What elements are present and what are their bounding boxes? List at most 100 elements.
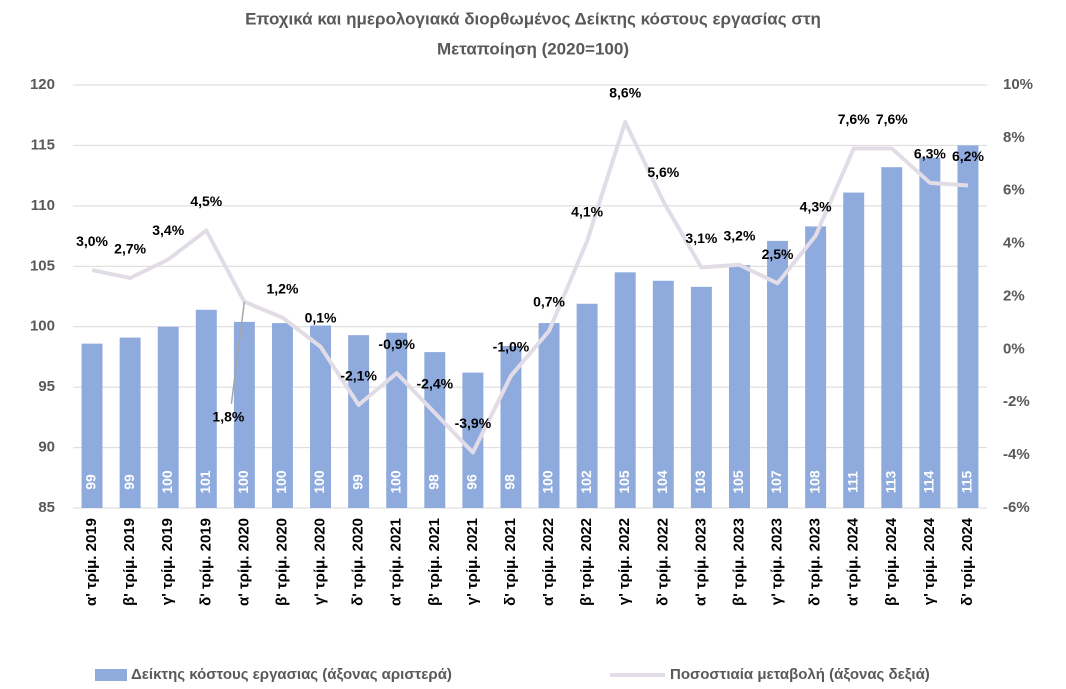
line-value-label: 7,6% (876, 111, 908, 127)
bar (805, 226, 827, 508)
bar (119, 337, 141, 508)
line-value-label: 6,3% (914, 146, 946, 162)
chart-title: Μεταποίηση (2020=100) (437, 39, 629, 58)
bar (957, 145, 979, 508)
x-tick-label: δ' τρίμ. 2022 (654, 518, 671, 606)
y2-tick-label: 6% (1003, 182, 1025, 199)
x-tick-label: α' τρίμ. 2022 (540, 518, 557, 606)
x-tick-label: β' τρίμ. 2023 (730, 518, 747, 606)
line-value-label: 6,2% (952, 148, 984, 164)
bar (881, 167, 903, 508)
bar (271, 323, 293, 508)
bar-value-label: 100 (387, 470, 403, 494)
legend-label: Ποσοστιαία μεταβολή (άξονας δεξιά) (670, 666, 930, 683)
bar (233, 321, 255, 508)
bar (81, 343, 103, 508)
x-tick-label: α' τρίμ. 2021 (388, 518, 405, 606)
bar-value-label: 105 (730, 470, 746, 494)
x-tick-label: α' τρίμ. 2024 (845, 517, 862, 606)
leader-line (230, 301, 246, 404)
bar-value-label: 100 (273, 470, 289, 494)
x-tick-label: δ' τρίμ. 2019 (197, 518, 214, 606)
bar-value-label: 99 (349, 474, 365, 490)
x-tick-label: δ' τρίμ. 2023 (807, 518, 824, 606)
x-tick-label: γ' τρίμ. 2021 (464, 518, 481, 605)
bar-value-label: 111 (844, 471, 860, 493)
x-tick-label: γ' τρίμ. 2019 (159, 518, 176, 605)
bar (614, 272, 636, 508)
bar-value-label: 99 (121, 474, 137, 490)
legend-swatch (95, 669, 127, 681)
x-tick-label: γ' τρίμ. 2020 (312, 518, 329, 605)
bar-value-label: 96 (464, 474, 480, 490)
y-tick-label: 85 (38, 499, 55, 516)
bar (348, 335, 370, 508)
line (91, 120, 969, 455)
line-value-label: 3,4% (152, 222, 184, 238)
line-value-label: 7,6% (838, 111, 870, 127)
line-value-label: 1,8% (212, 408, 244, 424)
bar-value-label: 101 (197, 470, 213, 494)
line-value-label: -3,9% (455, 415, 492, 431)
y-tick-label: 90 (38, 439, 55, 456)
y2-tick-label: 4% (1003, 235, 1025, 252)
line-value-label: 4,1% (571, 204, 603, 220)
y-tick-label: 110 (31, 197, 55, 214)
bar-value-label: 100 (540, 470, 556, 494)
bar-value-label: 107 (768, 470, 784, 494)
line-value-label: -2,1% (340, 368, 377, 384)
y-tick-label: 100 (30, 318, 55, 335)
bar-value-label: 113 (882, 470, 898, 493)
bar (652, 280, 674, 508)
y-tick-label: 115 (31, 136, 55, 153)
line-value-label: 1,2% (266, 280, 298, 296)
x-tick-label: β' τρίμ. 2020 (273, 518, 290, 606)
bar-value-label: 104 (654, 470, 670, 494)
line-value-label: 3,2% (723, 227, 755, 243)
y2-tick-label: 10% (1003, 76, 1033, 93)
bar-value-label: 100 (235, 470, 251, 494)
bar-value-label: 98 (502, 474, 518, 490)
x-tick-label: β' τρίμ. 2024 (883, 517, 900, 606)
bar (690, 286, 712, 508)
bar-value-label: 102 (578, 470, 594, 494)
line-value-label: 3,0% (76, 233, 108, 249)
bar (576, 303, 598, 508)
bar-value-label: 114 (921, 470, 937, 493)
chart-title: Εποχικά και ημερολογιακά διορθωμένος Δεί… (245, 9, 821, 28)
line-value-label: 4,5% (190, 193, 222, 209)
bar-value-label: 115 (959, 470, 975, 493)
x-tick-label: γ' τρίμ. 2022 (616, 518, 633, 605)
y-tick-label: 95 (38, 378, 55, 395)
x-tick-label: δ' τρίμ. 2024 (959, 517, 976, 606)
x-tick-label: α' τρίμ. 2019 (83, 518, 100, 606)
y-tick-label: 120 (30, 76, 55, 93)
y2-tick-label: 0% (1003, 340, 1025, 357)
x-tick-label: δ' τρίμ. 2020 (350, 518, 367, 606)
y2-tick-label: -4% (1003, 446, 1030, 463)
y2-tick-label: 8% (1003, 129, 1025, 146)
bar (767, 240, 789, 509)
line-value-label: -2,4% (417, 376, 454, 392)
y2-tick-label: -2% (1003, 393, 1030, 410)
bar (538, 323, 560, 508)
x-tick-label: α' τρίμ. 2023 (692, 518, 709, 606)
line-value-label: 0,1% (305, 309, 337, 325)
bar-value-label: 100 (311, 470, 327, 494)
line-value-label: 0,7% (533, 294, 565, 310)
bar (195, 309, 217, 508)
x-tick-label: β' τρίμ. 2022 (578, 518, 595, 606)
bar (310, 325, 332, 508)
x-tick-label: β' τρίμ. 2021 (426, 518, 443, 606)
y2-tick-label: -6% (1003, 499, 1030, 516)
x-tick-label: β' τρίμ. 2019 (121, 518, 138, 606)
x-tick-label: γ' τρίμ. 2024 (921, 517, 938, 605)
bar-value-label: 105 (616, 470, 632, 494)
y-tick-label: 105 (30, 257, 55, 274)
x-tick-label: γ' τρίμ. 2023 (769, 518, 786, 605)
bar (424, 352, 446, 508)
x-tick-label: δ' τρίμ. 2021 (502, 518, 519, 606)
bar (728, 265, 750, 508)
line-value-label: 2,7% (114, 241, 146, 257)
